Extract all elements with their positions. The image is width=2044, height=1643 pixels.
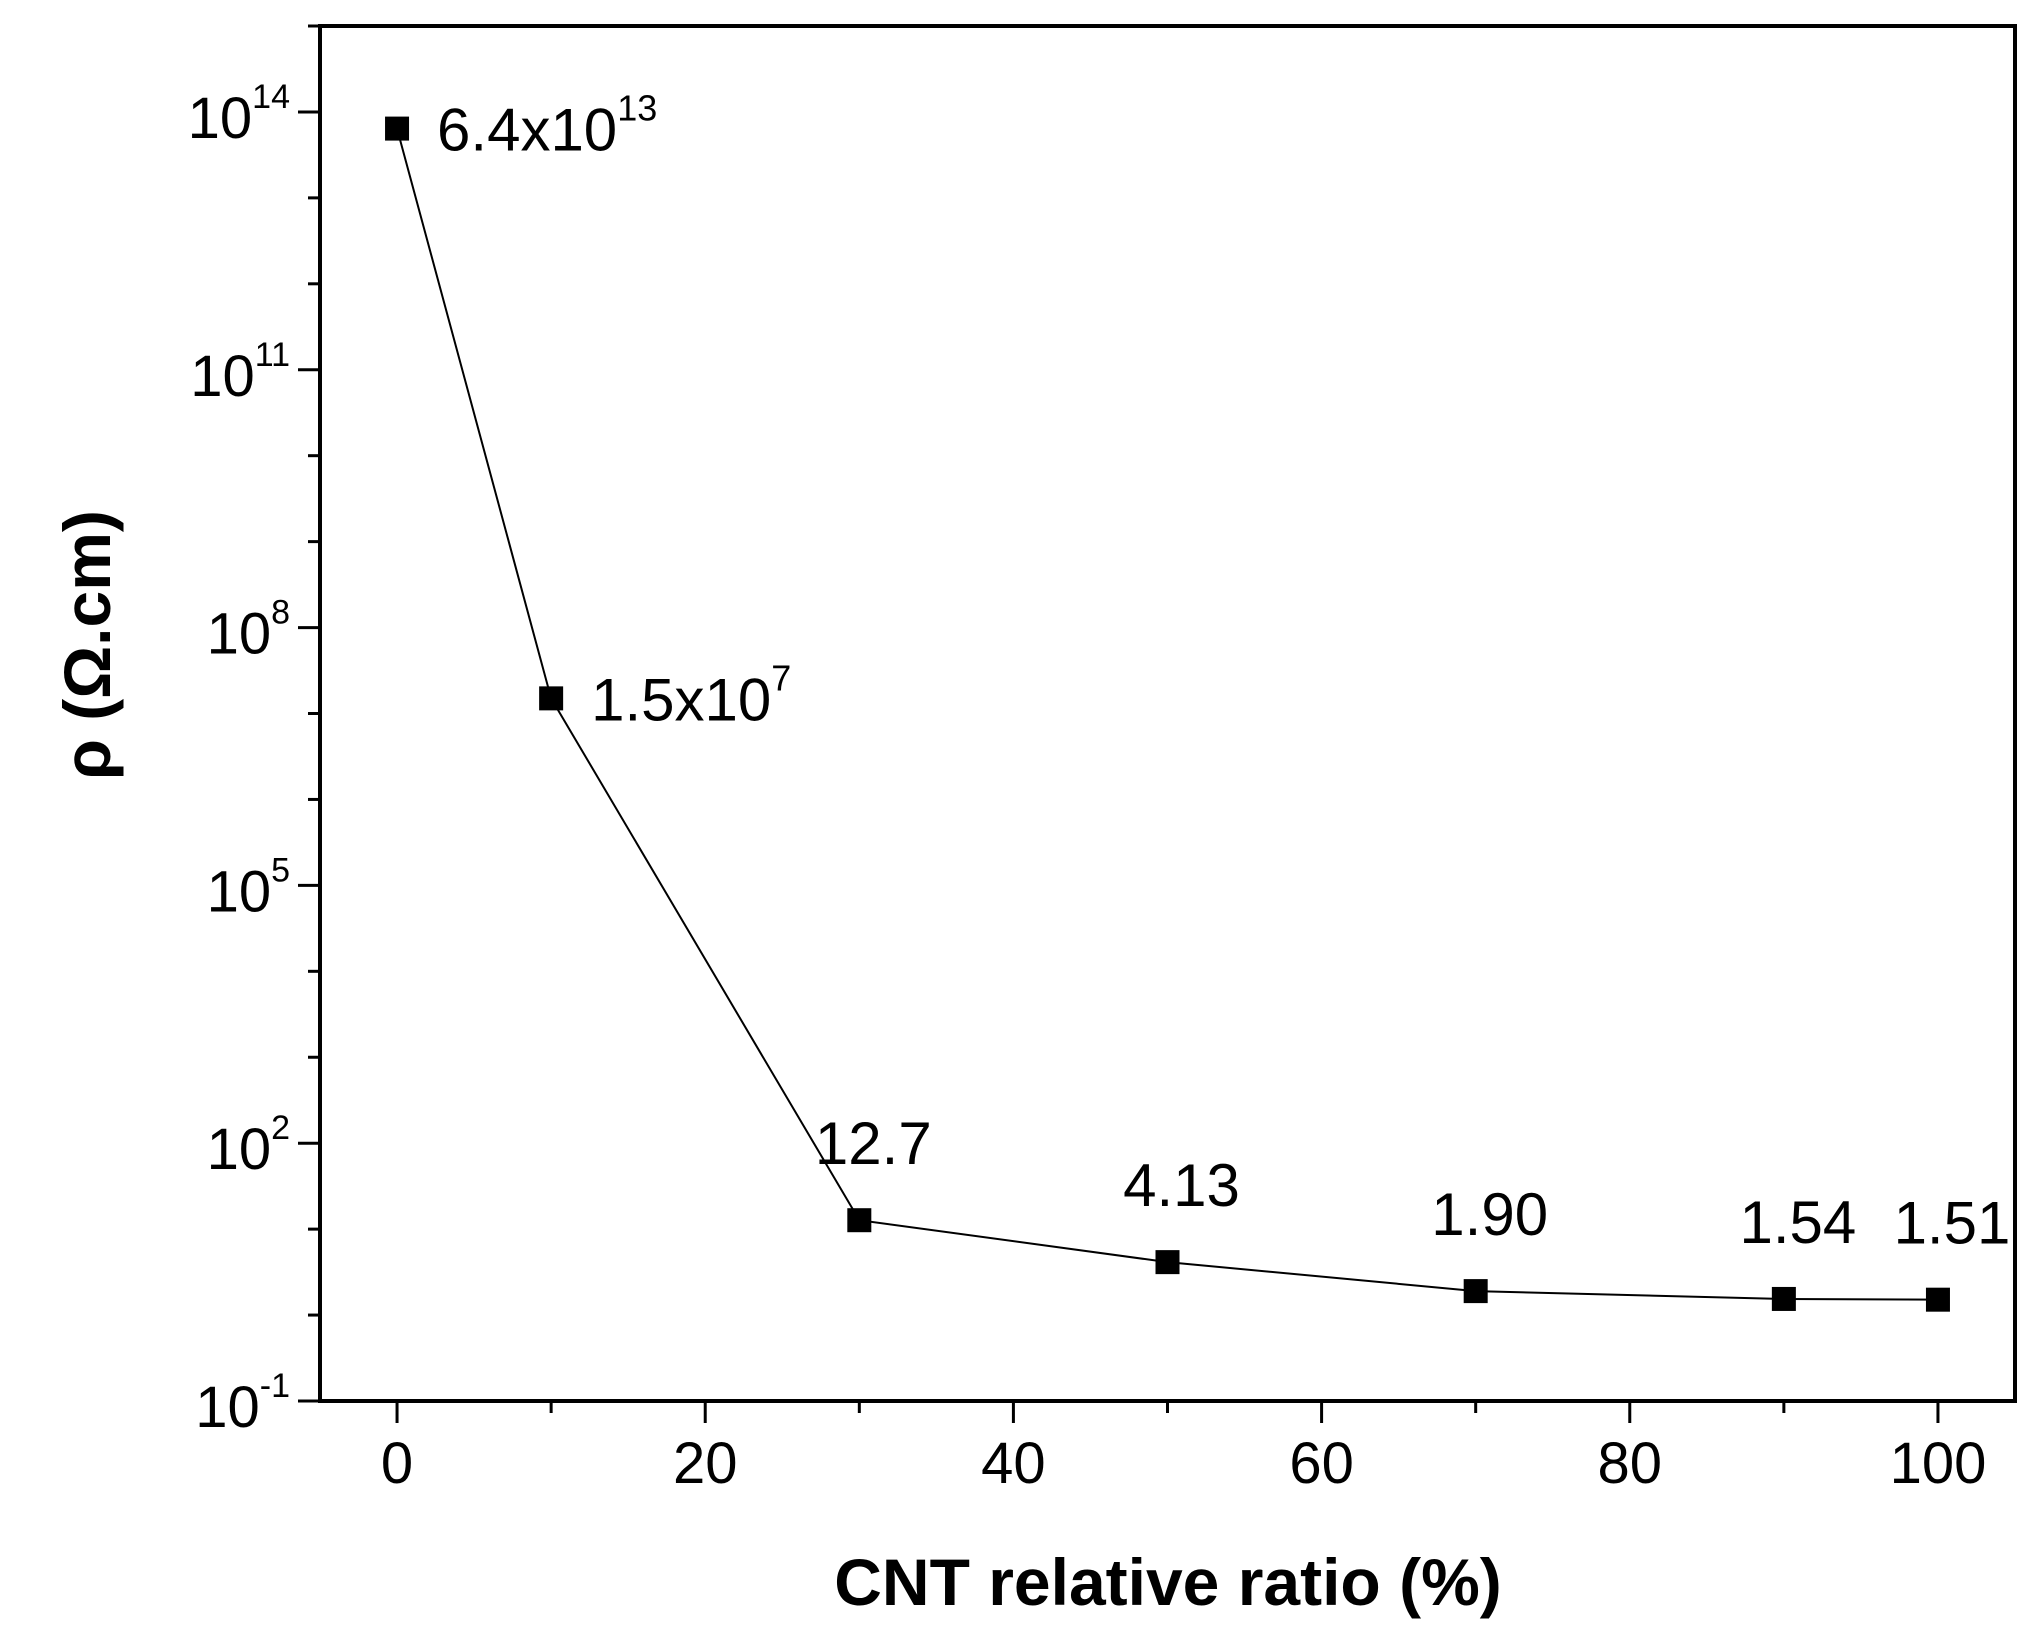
y-axis-title: ρ (Ω.cm) <box>50 510 124 780</box>
data-point <box>1155 1250 1180 1275</box>
data-point <box>1771 1286 1796 1311</box>
data-label: 1.51 <box>1894 1190 2011 1257</box>
data-label: 1.54 <box>1739 1189 1856 1256</box>
axis-ticks <box>298 24 1940 1423</box>
y-tick-labels: 1014 1011 108 105 102 10-1 <box>188 78 290 1440</box>
x-tick-label: 20 <box>673 1431 738 1496</box>
data-point <box>539 686 564 711</box>
data-labels: 6.4x1013 1.5x107 12.7 4.13 1.90 1.54 1.51 <box>437 88 2010 1257</box>
x-axis-title: CNT relative ratio (%) <box>834 1545 1501 1619</box>
data-label: 1.5x107 <box>591 657 791 733</box>
y-tick-label: 105 <box>207 851 290 924</box>
data-label: 12.7 <box>815 1110 932 1177</box>
y-tick-label: 10-1 <box>195 1367 290 1440</box>
data-point <box>847 1208 872 1233</box>
x-tick-labels: 0 20 40 60 80 100 <box>381 1431 1986 1496</box>
x-tick-label: 60 <box>1289 1431 1354 1496</box>
x-tick-label: 40 <box>981 1431 1046 1496</box>
data-label: 6.4x1013 <box>437 88 657 164</box>
y-tick-label: 1014 <box>188 78 290 151</box>
data-point <box>1463 1279 1488 1304</box>
x-tick-label: 100 <box>1890 1431 1987 1496</box>
data-label: 1.90 <box>1431 1181 1548 1248</box>
y-tick-label: 1011 <box>190 336 290 409</box>
data-point <box>1925 1287 1950 1312</box>
data-markers <box>385 116 1950 1312</box>
x-tick-label: 0 <box>381 1431 413 1496</box>
x-tick-label: 80 <box>1598 1431 1663 1496</box>
y-tick-label: 108 <box>207 594 290 667</box>
y-tick-label: 102 <box>207 1109 290 1182</box>
data-point <box>385 116 410 141</box>
data-label: 4.13 <box>1123 1152 1240 1219</box>
